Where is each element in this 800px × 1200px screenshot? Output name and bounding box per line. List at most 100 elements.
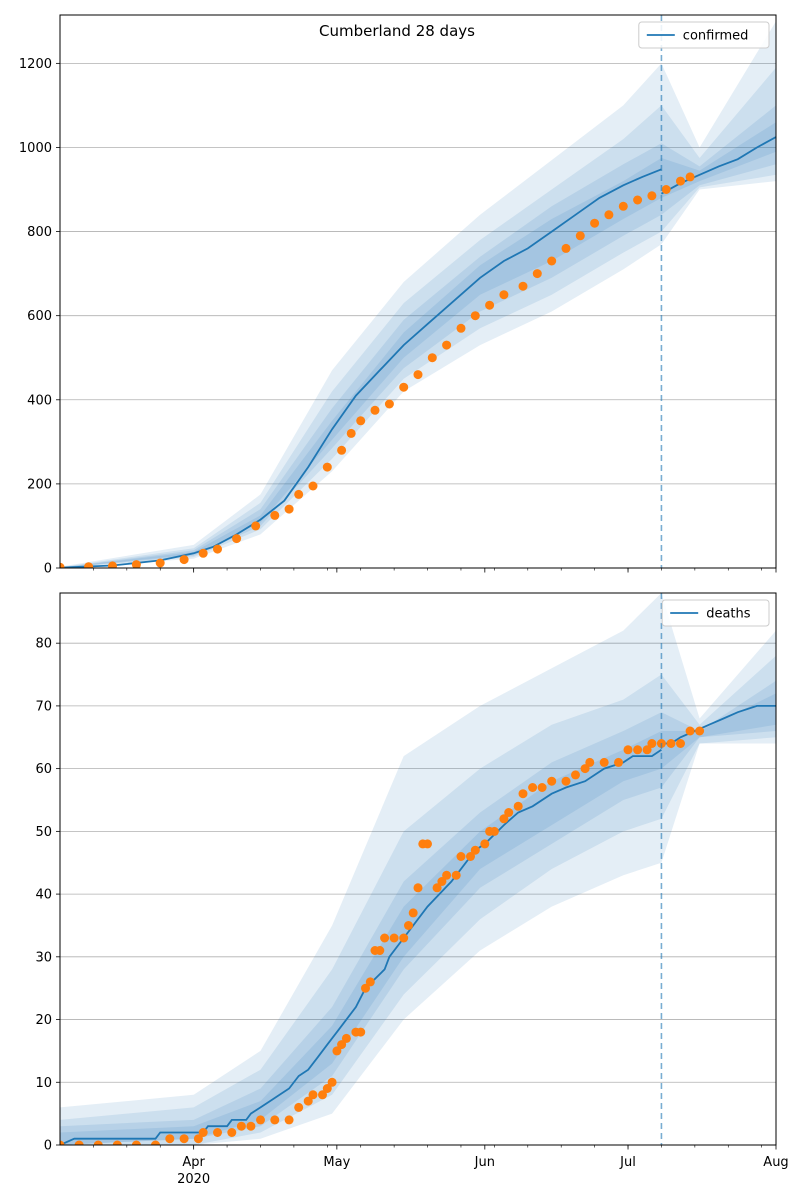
y-tick-label: 40 xyxy=(35,888,52,903)
observed-point xyxy=(661,185,671,194)
observed-point xyxy=(361,983,370,993)
observed-point xyxy=(666,739,676,748)
observed-point xyxy=(60,562,65,568)
observed-point xyxy=(504,808,514,817)
legend-label: deaths xyxy=(706,607,751,622)
observed-point xyxy=(227,1128,237,1137)
model-line xyxy=(60,168,662,568)
observed-point xyxy=(322,462,332,472)
observed-point xyxy=(270,1115,280,1125)
observed-point xyxy=(633,195,643,205)
observed-point xyxy=(470,311,480,321)
observed-point xyxy=(561,243,571,253)
observed-point xyxy=(246,1121,256,1131)
y-tick-label: 10 xyxy=(35,1076,52,1091)
observed-point xyxy=(470,845,480,855)
uncertainty-band-4 xyxy=(60,122,776,568)
observed-point xyxy=(303,1096,313,1106)
observed-point xyxy=(375,946,385,955)
observed-point xyxy=(456,852,466,861)
observed-point xyxy=(370,405,380,415)
observed-point xyxy=(437,877,447,886)
observed-point xyxy=(155,558,165,568)
y-tick-label: 60 xyxy=(35,762,52,777)
y-tick-label: 400 xyxy=(27,393,52,408)
observed-point xyxy=(236,1121,246,1131)
observed-point xyxy=(528,783,538,792)
uncertainty-band-1 xyxy=(60,593,776,1145)
observed-point xyxy=(480,839,490,849)
observed-point xyxy=(84,562,94,568)
observed-point xyxy=(74,1140,84,1145)
observed-point xyxy=(399,933,409,943)
observed-point xyxy=(112,1140,122,1145)
observed-point xyxy=(346,428,356,438)
observed-point xyxy=(294,489,304,499)
axes-frame xyxy=(59,14,777,569)
y-tick-label: 30 xyxy=(35,950,52,965)
observed-point xyxy=(575,231,585,241)
legend-box xyxy=(638,21,770,49)
y-tick-label: 0 xyxy=(44,562,52,577)
observed-point xyxy=(251,521,261,531)
observed-point xyxy=(676,739,685,748)
observed-point xyxy=(308,1090,318,1100)
observed-point xyxy=(633,745,643,755)
x-tick-sublabel: 2020 xyxy=(177,1172,210,1187)
legend-box xyxy=(661,599,770,627)
observed-point xyxy=(232,534,242,544)
observed-point xyxy=(685,172,695,182)
observed-point xyxy=(547,776,557,786)
observed-point xyxy=(695,726,705,736)
confirmed-panel: 0 200 400 600 800 1000 1200 confirmed xyxy=(19,14,777,577)
observed-point xyxy=(356,1027,366,1037)
observed-point xyxy=(647,191,657,201)
observed-point xyxy=(532,269,542,279)
observed-point xyxy=(647,739,657,748)
y-tick-label: 20 xyxy=(35,1013,52,1028)
y-tick-label: 70 xyxy=(35,699,52,714)
observed-point xyxy=(442,340,452,350)
observed-point xyxy=(60,1140,65,1145)
observed-point xyxy=(623,745,633,755)
observed-point xyxy=(614,757,623,767)
observed-point xyxy=(585,757,595,767)
observed-point xyxy=(580,764,590,774)
observed-point xyxy=(193,1134,203,1144)
observed-point xyxy=(499,814,509,824)
observed-point xyxy=(489,826,499,836)
observed-point xyxy=(256,1115,265,1125)
figure-title: Cumberland 28 days xyxy=(319,22,475,40)
observed-point xyxy=(399,382,409,392)
observed-point xyxy=(327,1077,337,1087)
observed-point xyxy=(676,176,685,186)
y-tick-label: 0 xyxy=(44,1139,52,1154)
observed-point xyxy=(466,852,475,861)
observed-point xyxy=(451,870,461,880)
observed-point xyxy=(337,445,347,455)
observed-point xyxy=(547,256,557,266)
observed-point xyxy=(332,1046,342,1056)
observed-point xyxy=(413,883,423,893)
observed-point xyxy=(165,1134,175,1144)
observed-point xyxy=(518,789,528,799)
y-tick-label: 600 xyxy=(27,309,52,324)
observed-point xyxy=(590,218,600,228)
observed-point xyxy=(151,1140,160,1145)
observed-point xyxy=(337,1040,347,1050)
observed-point xyxy=(294,1102,304,1112)
observed-point xyxy=(537,783,547,792)
observed-point xyxy=(561,776,571,786)
y-tick-label: 200 xyxy=(27,477,52,492)
observed-point xyxy=(499,290,509,300)
observed-point xyxy=(179,555,189,565)
observed-point xyxy=(513,801,523,811)
y-tick-label: 50 xyxy=(35,825,52,840)
observed-point xyxy=(485,300,495,310)
observed-point xyxy=(618,201,628,211)
observed-point xyxy=(93,1140,103,1145)
observed-point xyxy=(108,561,117,568)
observed-point xyxy=(198,1128,208,1137)
observed-point xyxy=(599,757,609,767)
observed-point xyxy=(322,1084,332,1093)
